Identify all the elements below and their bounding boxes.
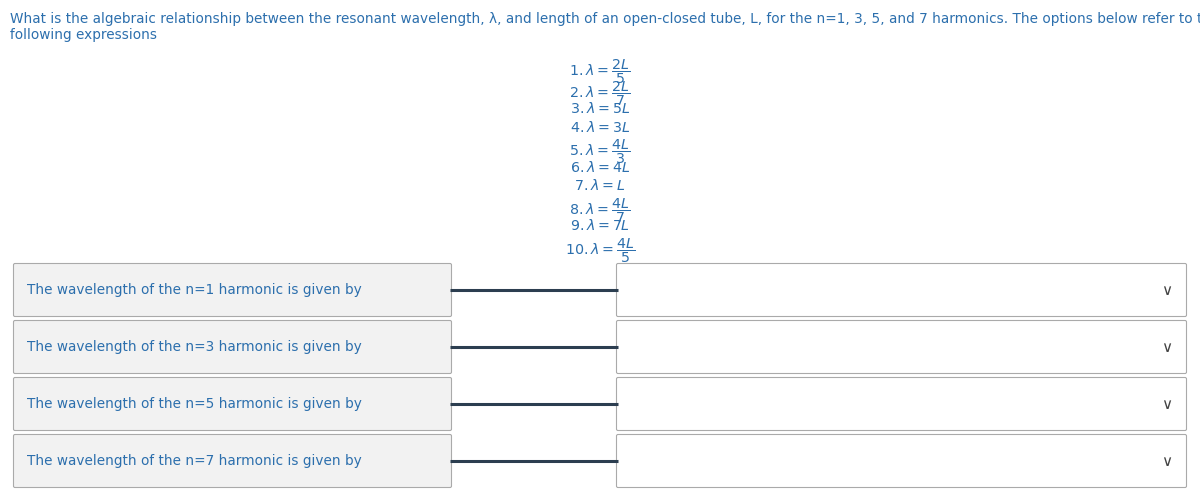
FancyBboxPatch shape: [13, 263, 451, 317]
Text: $9. \lambda = 7L$: $9. \lambda = 7L$: [570, 218, 630, 233]
Text: $6. \lambda = 4L$: $6. \lambda = 4L$: [570, 160, 630, 174]
FancyBboxPatch shape: [13, 377, 451, 430]
Text: The wavelength of the n=3 harmonic is given by: The wavelength of the n=3 harmonic is gi…: [28, 340, 361, 354]
Text: ∨: ∨: [1162, 283, 1172, 297]
Text: ∨: ∨: [1162, 339, 1172, 355]
FancyBboxPatch shape: [13, 435, 451, 488]
Text: What is the algebraic relationship between the resonant wavelength, λ, and lengt: What is the algebraic relationship betwe…: [10, 12, 1200, 26]
Text: $8. \lambda = \dfrac{4L}{7}$: $8. \lambda = \dfrac{4L}{7}$: [569, 197, 631, 225]
FancyBboxPatch shape: [617, 435, 1187, 488]
Text: $4. \lambda = 3L$: $4. \lambda = 3L$: [570, 120, 630, 134]
Text: The wavelength of the n=7 harmonic is given by: The wavelength of the n=7 harmonic is gi…: [28, 454, 361, 468]
Text: $2. \lambda = \dfrac{2L}{7}$: $2. \lambda = \dfrac{2L}{7}$: [569, 80, 631, 108]
Text: $7. \lambda = L$: $7. \lambda = L$: [575, 178, 625, 193]
Text: The wavelength of the n=1 harmonic is given by: The wavelength of the n=1 harmonic is gi…: [28, 283, 361, 297]
Text: $1. \lambda = \dfrac{2L}{5}$: $1. \lambda = \dfrac{2L}{5}$: [569, 58, 631, 86]
FancyBboxPatch shape: [617, 263, 1187, 317]
Text: $3. \lambda = 5L$: $3. \lambda = 5L$: [570, 101, 630, 116]
Text: following expressions: following expressions: [10, 28, 157, 42]
FancyBboxPatch shape: [13, 321, 451, 373]
FancyBboxPatch shape: [617, 377, 1187, 430]
Text: $5. \lambda = \dfrac{4L}{3}$: $5. \lambda = \dfrac{4L}{3}$: [569, 138, 631, 166]
Text: The wavelength of the n=5 harmonic is given by: The wavelength of the n=5 harmonic is gi…: [28, 397, 362, 411]
Text: ∨: ∨: [1162, 397, 1172, 412]
FancyBboxPatch shape: [617, 321, 1187, 373]
Text: $10. \lambda = \dfrac{4L}{5}$: $10. \lambda = \dfrac{4L}{5}$: [565, 237, 635, 265]
Text: ∨: ∨: [1162, 453, 1172, 468]
